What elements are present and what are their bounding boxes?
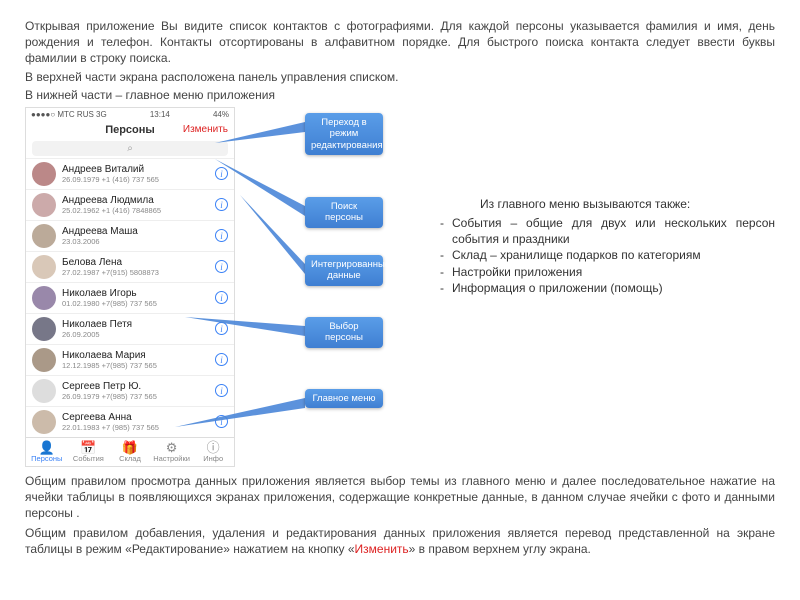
contact-name: Николаев Петя <box>62 319 215 330</box>
tab-icon: ⓘ <box>192 441 234 454</box>
info-icon[interactable]: i <box>215 353 228 366</box>
search-input[interactable]: ⌕ <box>32 141 228 156</box>
info-icon[interactable]: i <box>215 198 228 211</box>
p2: В верхней части экрана расположена панел… <box>25 69 775 85</box>
carrier: ●●●●○ МТС RUS 3G <box>31 110 107 119</box>
contact-name: Сергеев Петр Ю. <box>62 381 215 392</box>
menu-item: Склад – хранилище подарков по категориям <box>440 247 775 263</box>
contact-row[interactable]: Николаев Игорь 01.02.1980 +7(985) 737 56… <box>26 282 234 313</box>
avatar <box>32 224 56 248</box>
avatar <box>32 317 56 341</box>
intro-text: Открывая приложение Вы видите список кон… <box>25 18 775 103</box>
contact-name: Сергеева Анна <box>62 412 215 423</box>
contact-row[interactable]: Сергеев Петр Ю. 26.09.1979 +7(985) 737 5… <box>26 375 234 406</box>
contact-meta: 26.09.1979 +7(985) 737 565 <box>62 392 215 401</box>
tab-label: События <box>73 454 104 463</box>
phone-column: ●●●●○ МТС RUS 3G 13:14 44% Персоны Измен… <box>25 107 280 467</box>
menu-item: Настройки приложения <box>440 264 775 280</box>
avatar <box>32 162 56 186</box>
info-icon[interactable]: i <box>215 260 228 273</box>
bottom-text: Общим правилом просмотра данных приложен… <box>25 473 775 557</box>
tab-bar: 👤Персоны📅События🎁Склад⚙НастройкиⓘИнфо <box>26 437 234 466</box>
avatar <box>32 255 56 279</box>
contact-meta: 12.12.1985 +7(985) 737 565 <box>62 361 215 370</box>
bottom-p: Общим правилом просмотра данных приложен… <box>25 473 775 522</box>
battery: 44% <box>213 110 229 119</box>
phone-mockup: ●●●●○ МТС RUS 3G 13:14 44% Персоны Измен… <box>25 107 235 467</box>
clock: 13:14 <box>150 110 170 119</box>
tab-Настройки[interactable]: ⚙Настройки <box>151 438 193 466</box>
contact-meta: 27.02.1987 +7(915) 5808873 <box>62 268 215 277</box>
callout: Выбор персоны <box>305 317 383 348</box>
contact-meta: 26.09.1979 +1 (416) 737 565 <box>62 175 215 184</box>
info-icon[interactable]: i <box>215 322 228 335</box>
contact-row[interactable]: Андреева Маша 23.03.2006 i <box>26 220 234 251</box>
menu-item: События – общие для двух или нескольких … <box>440 215 775 247</box>
avatar <box>32 410 56 434</box>
tab-label: Инфо <box>203 454 223 463</box>
tab-icon: ⚙ <box>151 441 193 454</box>
edit-button[interactable]: Изменить <box>183 124 228 135</box>
callout-bubble: Интегрированные данные <box>305 255 383 286</box>
contact-name: Николаев Игорь <box>62 288 215 299</box>
contact-row[interactable]: Николаев Петя 26.09.2005 i <box>26 313 234 344</box>
info-icon[interactable]: i <box>215 229 228 242</box>
contact-meta: 26.09.2005 <box>62 330 215 339</box>
edit-keyword: Изменить <box>355 542 409 556</box>
status-bar: ●●●●○ МТС RUS 3G 13:14 44% <box>26 108 234 121</box>
contact-name: Андреев Виталий <box>62 164 215 175</box>
callouts-layer: Переход в режим редактирования Поиск перс… <box>245 107 445 467</box>
contact-row[interactable]: Андреев Виталий 26.09.1979 +1 (416) 737 … <box>26 158 234 189</box>
contact-meta: 22.01.1983 +7 (985) 737 565 <box>62 423 215 432</box>
contact-meta: 23.03.2006 <box>62 237 215 246</box>
tab-icon: 📅 <box>68 441 110 454</box>
info-icon[interactable]: i <box>215 415 228 428</box>
page-title: Персоны <box>105 124 155 136</box>
callout-bubble: Главное меню <box>305 389 383 408</box>
tab-icon: 🎁 <box>109 441 151 454</box>
right-intro: Из главного меню вызываются также: <box>440 197 775 211</box>
tab-label: Персоны <box>31 454 62 463</box>
contact-name: Андреева Людмила <box>62 195 215 206</box>
contact-name: Николаева Мария <box>62 350 215 361</box>
tab-Склад[interactable]: 🎁Склад <box>109 438 151 466</box>
p3: В нижней части – главное меню приложения <box>25 87 775 103</box>
bottom-p: Общим правилом добавления, удаления и ре… <box>25 525 775 557</box>
contact-row[interactable]: Андреева Людмила 25.02.1962 +1 (416) 784… <box>26 189 234 220</box>
contact-list: Андреев Виталий 26.09.1979 +1 (416) 737 … <box>26 158 234 437</box>
callout: Переход в режим редактирования <box>305 113 383 155</box>
contact-meta: 01.02.1980 +7(985) 737 565 <box>62 299 215 308</box>
contact-row[interactable]: Николаева Мария 12.12.1985 +7(985) 737 5… <box>26 344 234 375</box>
contact-row[interactable]: Сергеева Анна 22.01.1983 +7 (985) 737 56… <box>26 406 234 437</box>
menu-item: Информация о приложении (помощь) <box>440 280 775 296</box>
contact-name: Белова Лена <box>62 257 215 268</box>
contact-row[interactable]: Белова Лена 27.02.1987 +7(915) 5808873 i <box>26 251 234 282</box>
info-icon[interactable]: i <box>215 167 228 180</box>
tab-label: Склад <box>119 454 141 463</box>
info-icon[interactable]: i <box>215 384 228 397</box>
callout-bubble: Переход в режим редактирования <box>305 113 383 155</box>
p1: Открывая приложение Вы видите список кон… <box>25 18 775 67</box>
phone-header: Персоны Изменить <box>26 121 234 139</box>
contact-meta: 25.02.1962 +1 (416) 7848865 <box>62 206 215 215</box>
callout: Главное меню <box>305 389 383 408</box>
callout: Поиск персоны <box>305 197 383 228</box>
tab-label: Настройки <box>153 454 190 463</box>
tab-Персоны[interactable]: 👤Персоны <box>26 438 68 466</box>
tab-Инфо[interactable]: ⓘИнфо <box>192 438 234 466</box>
tab-icon: 👤 <box>26 441 68 454</box>
callout: Интегрированные данные <box>305 255 383 286</box>
avatar <box>32 193 56 217</box>
callout-bubble: Выбор персоны <box>305 317 383 348</box>
tab-События[interactable]: 📅События <box>68 438 110 466</box>
avatar <box>32 379 56 403</box>
contact-name: Андреева Маша <box>62 226 215 237</box>
avatar <box>32 348 56 372</box>
info-icon[interactable]: i <box>215 291 228 304</box>
callout-bubble: Поиск персоны <box>305 197 383 228</box>
avatar <box>32 286 56 310</box>
